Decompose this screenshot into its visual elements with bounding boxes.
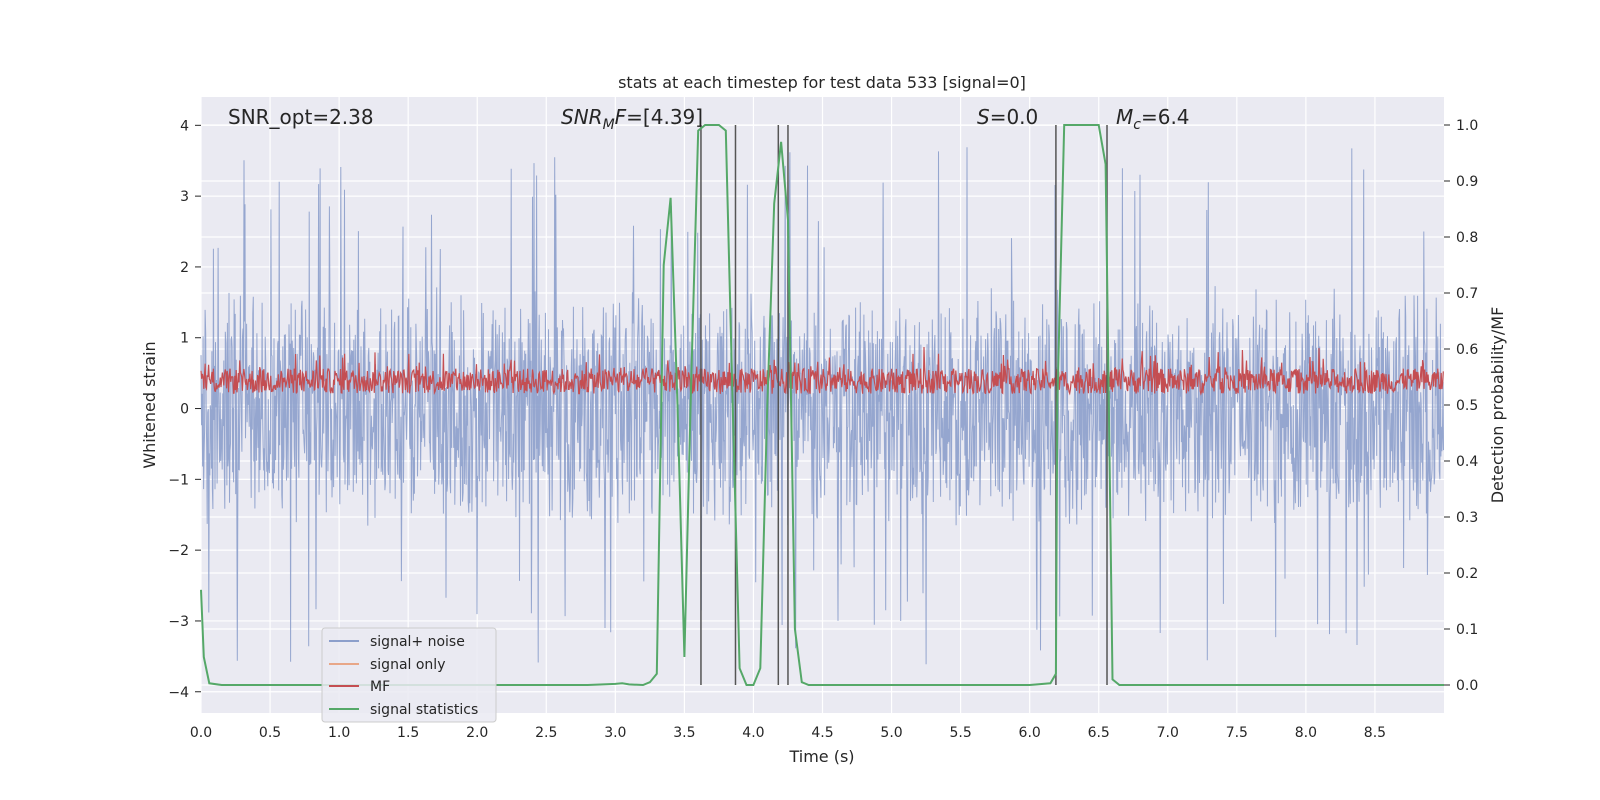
y2-tick-label: 0.4 — [1456, 454, 1478, 470]
y-tick-label: 2 — [180, 260, 189, 276]
series-mf — [200, 346, 1444, 396]
x-tick-label: 0.0 — [190, 725, 212, 741]
x-tick-label: 0.5 — [259, 725, 281, 741]
y-tick-label: −1 — [168, 472, 189, 488]
y-axis-label: Whitened strain — [140, 341, 159, 468]
annotation-s: S=0.0 — [977, 105, 1038, 129]
x-tick-label: 6.5 — [1088, 725, 1110, 741]
x-axis-label: Time (s) — [788, 747, 854, 766]
x-tick-label: 2.0 — [466, 725, 488, 741]
y-tick-label: 4 — [180, 118, 189, 134]
y2-tick-label: 0.6 — [1456, 342, 1478, 358]
x-tick-label: 3.5 — [673, 725, 695, 741]
y-tick-label: −2 — [168, 543, 189, 559]
y2-axis-label: Detection probability/MF — [1488, 307, 1507, 504]
y2-tick-label: 1.0 — [1456, 118, 1478, 134]
x-tick-label: 8.0 — [1295, 725, 1317, 741]
y2-tick-label: 0.3 — [1456, 510, 1478, 526]
annotation-snr-opt: SNR_opt=2.38 — [228, 105, 374, 129]
x-tick-label: 4.0 — [742, 725, 764, 741]
y2-tick-label: 0.9 — [1456, 174, 1478, 190]
x-tick-label: 3.0 — [604, 725, 626, 741]
y2-tick-label: 0.7 — [1456, 286, 1478, 302]
legend-label-signal-noise: signal+ noise — [370, 634, 465, 650]
x-tick-label: 8.5 — [1364, 725, 1386, 741]
y-tick-labels: 4 3 2 1 0 −1 −2 −3 −4 — [168, 118, 201, 701]
y-tick-label: 0 — [180, 402, 189, 418]
x-tick-label: 1.0 — [328, 725, 350, 741]
y2-tick-label: 0.8 — [1456, 230, 1478, 246]
y2-tick-labels: 1.0 0.9 0.8 0.7 0.6 0.5 0.4 0.3 0.2 0.1 0.0 — [1444, 118, 1478, 694]
x-tick-label: 7.0 — [1157, 725, 1179, 741]
y-tick-label: −3 — [168, 614, 189, 630]
x-tick-labels: 0.0 0.5 1.0 1.5 2.0 2.5 3.0 3.5 4.0 4.5 5.0 5.5 6.0 6… — [190, 725, 1386, 741]
x-tick-label: 2.5 — [535, 725, 557, 741]
x-tick-label: 1.5 — [397, 725, 419, 741]
x-tick-label: 5.0 — [880, 725, 902, 741]
legend-label-signal-only: signal only — [370, 657, 445, 673]
legend-label-mf: MF — [370, 679, 390, 695]
x-tick-label: 7.5 — [1226, 725, 1248, 741]
annotation-snr-mf: SNRMF=[4.39] — [561, 105, 703, 133]
y2-tick-label: 0.2 — [1456, 566, 1478, 582]
legend-label-signal-statistics: signal statistics — [370, 702, 478, 718]
y-tick-label: 1 — [180, 331, 189, 347]
x-tick-label: 4.5 — [811, 725, 833, 741]
chart-title: stats at each timestep for test data 533… — [618, 73, 1026, 92]
legend-box — [321, 627, 497, 723]
x-tick-label: 6.0 — [1019, 725, 1041, 741]
y-tick-label: 3 — [180, 189, 189, 205]
y2-tick-label: 0.0 — [1456, 678, 1478, 694]
y2-tick-label: 0.5 — [1456, 398, 1478, 414]
annotation-mc: Mc=6.4 — [1116, 105, 1190, 133]
series-signal-statistics — [200, 124, 1444, 687]
y-tick-label: −4 — [168, 685, 189, 701]
legend: signal+ noise signal only MF signal stat… — [321, 627, 497, 723]
mf-trace — [200, 346, 1444, 396]
x-tick-label: 5.5 — [949, 725, 971, 741]
y2-tick-label: 0.1 — [1456, 622, 1478, 638]
